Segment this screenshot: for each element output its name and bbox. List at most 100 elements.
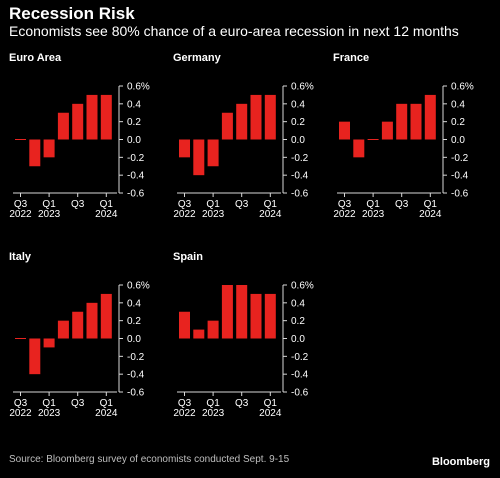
x-tick-label: Q3	[14, 398, 28, 409]
x-tick-label: 2023	[38, 209, 61, 220]
y-tick-label: 0.2	[127, 316, 141, 327]
bar	[250, 293, 262, 339]
x-tick-label: Q3	[178, 199, 192, 210]
chart-panel-france: France 0.6% 0.4 0.2 0.0 -0.2 -0.4 -0.6 Q3 2022 Q1…	[333, 52, 483, 227]
y-tick-label: -0.2	[127, 352, 145, 363]
y-tick-label: -0.4	[127, 171, 145, 182]
y-tick-label: 0.4	[291, 298, 305, 309]
bar	[207, 139, 219, 167]
y-tick-label: 0.4	[291, 99, 305, 110]
bloomberg-logo: Bloomberg	[431, 456, 490, 468]
bar	[100, 293, 112, 339]
y-tick-label: 0.6%	[451, 82, 474, 93]
x-tick-label: 2022	[173, 408, 196, 419]
bar	[353, 139, 365, 158]
y-tick-label: 0.2	[291, 117, 305, 128]
x-tick-label: Q1	[366, 199, 380, 210]
bar	[100, 94, 112, 140]
x-tick-label: Q1	[424, 199, 438, 210]
y-tick-label: 0.0	[291, 135, 305, 146]
x-tick-label: Q3	[14, 199, 28, 210]
y-tick-label: -0.6	[291, 388, 309, 399]
x-tick-label: Q3	[71, 199, 85, 210]
bar	[72, 311, 84, 339]
bar	[193, 139, 205, 176]
x-tick-label: Q1	[100, 199, 114, 210]
bar	[410, 103, 422, 140]
x-tick-label: Q1	[42, 398, 56, 409]
bar	[381, 121, 393, 140]
y-tick-label: 0.0	[127, 334, 141, 345]
bar	[57, 320, 69, 339]
bar	[264, 94, 276, 140]
x-tick-label: Q1	[264, 398, 278, 409]
y-tick-label: 0.4	[127, 99, 141, 110]
y-tick-label: 0.0	[451, 135, 465, 146]
y-tick-label: 0.0	[291, 334, 305, 345]
bar	[29, 139, 41, 167]
chart-title-spain: Spain	[173, 251, 203, 263]
bar	[29, 338, 41, 375]
x-tick-label: Q3	[338, 199, 352, 210]
y-tick-label: -0.6	[291, 189, 309, 200]
x-tick-label: Q1	[42, 199, 56, 210]
x-tick-label: 2024	[95, 209, 118, 220]
y-tick-label: 0.0	[127, 135, 141, 146]
chart-panel-italy: Italy 0.6% 0.4 0.2 0.0 -0.2 -0.4 -0.6 Q3 2022 Q1 2…	[9, 251, 159, 426]
bar	[207, 320, 219, 339]
bar	[86, 94, 98, 140]
page-title: Recession Risk	[9, 4, 135, 23]
y-tick-label: 0.6%	[291, 281, 314, 292]
x-tick-label: Q1	[206, 398, 220, 409]
y-tick-label: -0.2	[291, 153, 309, 164]
bar	[264, 293, 276, 339]
bar	[424, 94, 436, 140]
y-tick-label: 0.6%	[127, 82, 150, 93]
x-tick-label: Q3	[235, 199, 249, 210]
y-tick-label: 0.6%	[127, 281, 150, 292]
chart-title-germany: Germany	[173, 52, 221, 64]
bar	[339, 121, 350, 140]
y-tick-label: -0.6	[127, 388, 145, 399]
y-tick-label: 0.2	[451, 117, 465, 128]
y-tick-label: -0.2	[451, 153, 469, 164]
x-tick-label: 2024	[419, 209, 442, 220]
chart-panel-germany: Germany 0.6% 0.4 0.2 0.0 -0.2 -0.4 -0.6 Q3 2022 Q…	[173, 52, 323, 227]
chart-title-france: France	[333, 52, 370, 64]
x-tick-label: 2022	[9, 209, 32, 220]
bar	[179, 311, 190, 339]
x-tick-label: Q1	[264, 199, 278, 210]
page-subtitle: Economists see 80% chance of a euro-area…	[9, 23, 459, 39]
y-tick-label: -0.4	[291, 370, 309, 381]
y-tick-label: -0.6	[127, 189, 145, 200]
x-tick-label: 2023	[38, 408, 61, 419]
x-tick-label: Q1	[206, 199, 220, 210]
bar	[193, 329, 205, 339]
chart-panel-euro-area: Euro Area 0.6% 0.4 0.2 0.0 -0.2 -0.4 -0.6 Q3 202…	[9, 52, 159, 227]
x-tick-label: 2024	[95, 408, 118, 419]
x-tick-label: 2022	[173, 209, 196, 220]
y-tick-label: 0.4	[451, 99, 465, 110]
bar	[57, 112, 69, 140]
chart-title-italy: Italy	[9, 251, 32, 263]
y-tick-label: -0.4	[451, 171, 469, 182]
source-note: Source: Bloomberg survey of economists c…	[9, 454, 290, 465]
bar	[396, 103, 408, 140]
y-tick-label: 0.6%	[291, 82, 314, 93]
bar	[72, 103, 84, 140]
x-tick-label: Q3	[178, 398, 192, 409]
y-tick-label: -0.6	[451, 189, 469, 200]
bar	[236, 103, 248, 140]
y-tick-label: 0.2	[291, 316, 305, 327]
x-tick-label: 2024	[259, 408, 282, 419]
y-tick-label: -0.2	[291, 352, 309, 363]
chart-title-euro-area: Euro Area	[9, 52, 62, 64]
x-tick-label: Q3	[71, 398, 85, 409]
bar	[86, 302, 98, 339]
bar	[221, 285, 233, 339]
